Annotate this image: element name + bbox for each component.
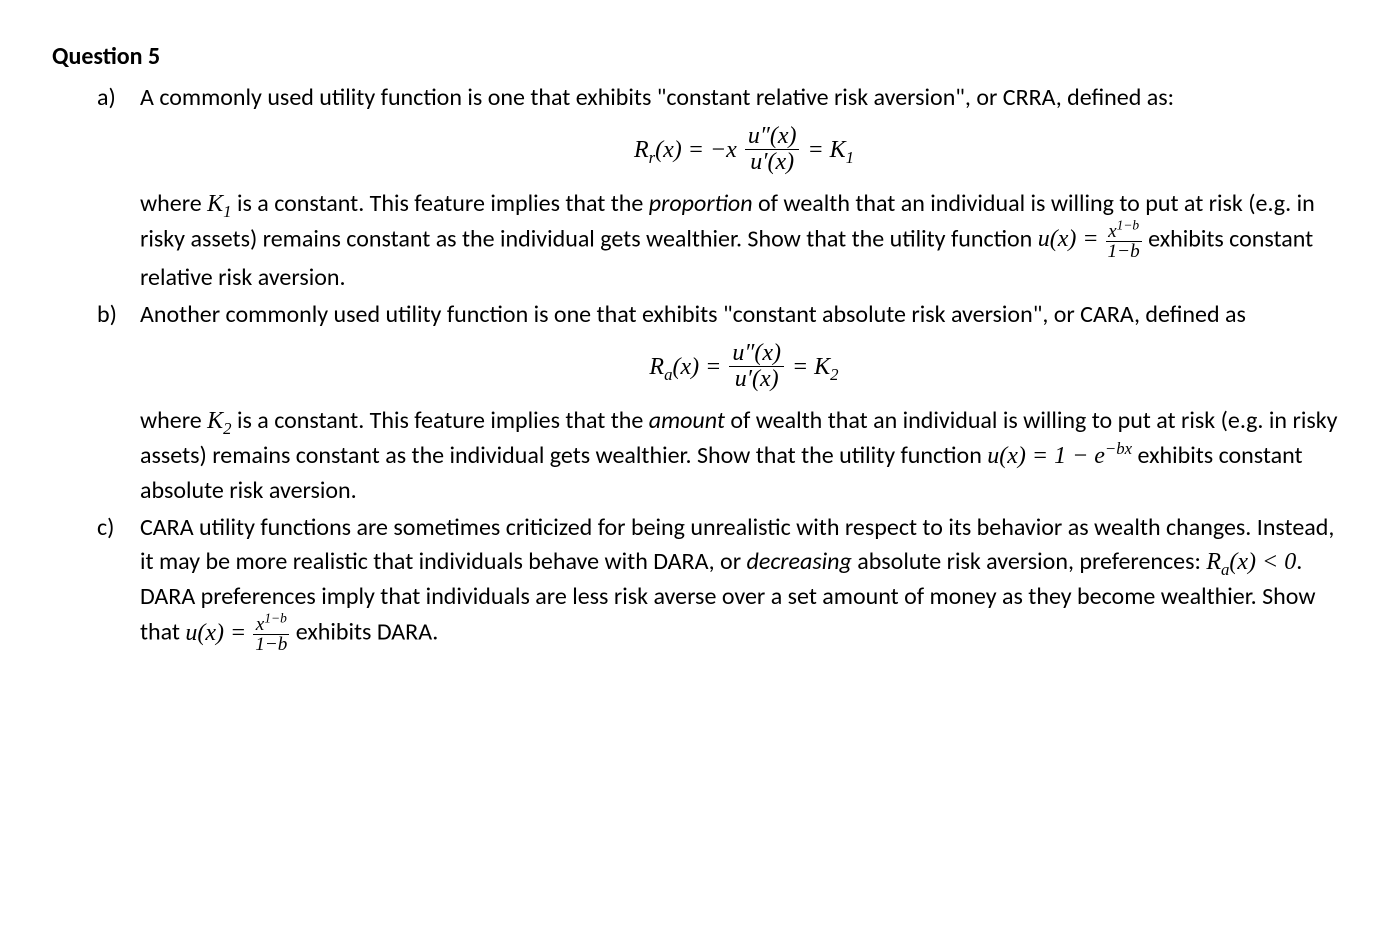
- eq-a-rhs: = K: [807, 137, 845, 163]
- eq-b-arg: (x) =: [672, 354, 727, 380]
- part-c-t4: exhibits DARA.: [290, 618, 438, 647]
- eq-a-frac-num: u″(x): [745, 124, 800, 150]
- part-c-em: decreasing: [747, 547, 852, 576]
- part-b-K2: K2: [207, 408, 231, 434]
- eq-a-lhs: R: [634, 137, 649, 163]
- eq-b-rhs-sub: 2: [830, 365, 838, 384]
- part-c-label: c): [97, 511, 140, 546]
- part-b-label: b): [97, 298, 140, 333]
- eq-b-frac-num: u″(x): [729, 341, 784, 367]
- part-c-t2: absolute risk aversion, preferences:: [852, 547, 1206, 576]
- part-a-body: A commonly used utility function is one …: [140, 81, 1348, 296]
- part-a-equation: Rr(x) = −x u″(x) u′(x) = K1: [140, 124, 1348, 177]
- part-b-body: Another commonly used utility function i…: [140, 298, 1348, 509]
- part-b-t2a: where: [140, 406, 207, 435]
- eq-a-frac-den: u′(x): [745, 150, 800, 177]
- part-b-t2b: is a constant. This feature implies that…: [232, 406, 649, 435]
- part-a: a) A commonly used utility function is o…: [52, 81, 1348, 296]
- part-a-ux: u(x) = x1−b1−b: [1038, 226, 1143, 252]
- eq-a-arg: (x) = −x: [655, 137, 737, 163]
- part-a-intro: A commonly used utility function is one …: [140, 83, 1174, 112]
- part-c: c) CARA utility functions are sometimes …: [52, 511, 1348, 655]
- part-a-label: a): [97, 81, 140, 116]
- part-a-t2a: where: [140, 189, 207, 218]
- part-a-t2b: is a constant. This feature implies that…: [232, 189, 649, 218]
- part-a-K1: K1: [207, 191, 231, 217]
- eq-b-frac-den: u′(x): [729, 367, 784, 394]
- part-c-ra: Ra(x) < 0: [1206, 549, 1296, 575]
- part-b: b) Another commonly used utility functio…: [52, 298, 1348, 509]
- eq-b-lhs: R: [649, 354, 664, 380]
- part-b-equation: Ra(x) = u″(x) u′(x) = K2: [140, 341, 1348, 394]
- eq-a-fraction: u″(x) u′(x): [743, 124, 802, 177]
- eq-b-rhs: = K: [792, 354, 830, 380]
- part-a-em: proportion: [649, 189, 753, 218]
- eq-b-fraction: u″(x) u′(x): [727, 341, 786, 394]
- part-b-intro: Another commonly used utility function i…: [140, 300, 1246, 329]
- question-title: Question 5: [52, 40, 1348, 75]
- eq-a-rhs-sub: 1: [846, 148, 854, 167]
- part-b-em: amount: [649, 406, 725, 435]
- part-c-body: CARA utility functions are sometimes cri…: [140, 511, 1348, 655]
- part-c-ux: u(x) = x1−b1−b: [185, 620, 290, 646]
- part-b-ux: u(x) = 1 − e−bx: [987, 443, 1132, 469]
